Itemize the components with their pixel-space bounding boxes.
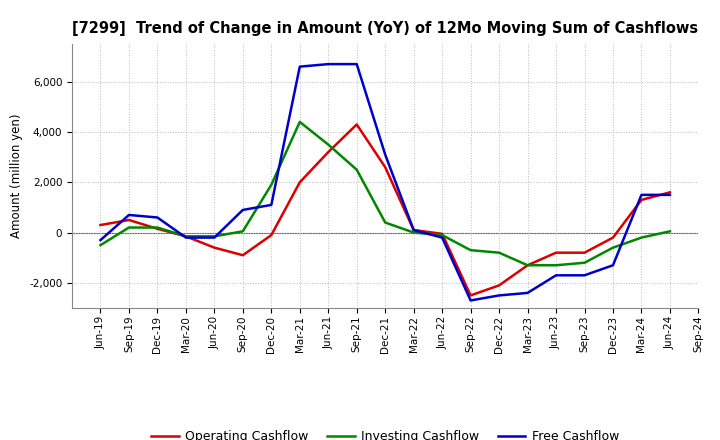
Investing Cashflow [210,234,219,239]
Operating Cashflow [523,263,532,268]
Operating Cashflow [125,217,133,223]
Investing Cashflow [410,230,418,235]
Investing Cashflow [381,220,390,225]
Investing Cashflow [608,245,617,250]
Investing Cashflow [495,250,503,255]
Operating Cashflow [324,150,333,155]
Operating Cashflow [181,234,190,239]
Investing Cashflow [96,242,105,248]
Legend: Operating Cashflow, Investing Cashflow, Free Cashflow: Operating Cashflow, Investing Cashflow, … [146,425,624,440]
Free Cashflow [96,238,105,243]
Free Cashflow [352,62,361,67]
Free Cashflow [665,192,674,198]
Free Cashflow [467,298,475,303]
Free Cashflow [210,235,219,240]
Investing Cashflow [637,235,646,240]
Operating Cashflow [665,190,674,195]
Operating Cashflow [438,231,446,236]
Operating Cashflow [410,227,418,233]
Title: [7299]  Trend of Change in Amount (YoY) of 12Mo Moving Sum of Cashflows: [7299] Trend of Change in Amount (YoY) o… [72,21,698,36]
Free Cashflow [125,213,133,218]
Line: Investing Cashflow: Investing Cashflow [101,122,670,265]
Free Cashflow [153,215,162,220]
Operating Cashflow [238,253,247,258]
Investing Cashflow [125,225,133,230]
Free Cashflow [495,293,503,298]
Free Cashflow [438,235,446,240]
Investing Cashflow [153,225,162,230]
Free Cashflow [324,62,333,67]
Investing Cashflow [665,229,674,234]
Y-axis label: Amount (million yen): Amount (million yen) [11,114,24,238]
Operating Cashflow [153,226,162,231]
Investing Cashflow [267,182,276,187]
Free Cashflow [608,263,617,268]
Investing Cashflow [580,260,589,265]
Operating Cashflow [210,245,219,250]
Free Cashflow [238,207,247,213]
Operating Cashflow [295,180,304,185]
Operating Cashflow [637,197,646,202]
Operating Cashflow [96,222,105,227]
Free Cashflow [267,202,276,208]
Operating Cashflow [467,293,475,298]
Investing Cashflow [467,248,475,253]
Investing Cashflow [181,234,190,239]
Operating Cashflow [580,250,589,255]
Free Cashflow [637,192,646,198]
Operating Cashflow [352,122,361,127]
Line: Operating Cashflow: Operating Cashflow [101,125,670,295]
Free Cashflow [552,273,560,278]
Operating Cashflow [495,283,503,288]
Operating Cashflow [552,250,560,255]
Investing Cashflow [295,119,304,125]
Free Cashflow [523,290,532,296]
Operating Cashflow [381,165,390,170]
Investing Cashflow [238,229,247,234]
Free Cashflow [295,64,304,69]
Free Cashflow [381,152,390,157]
Free Cashflow [181,235,190,240]
Investing Cashflow [324,142,333,147]
Free Cashflow [410,227,418,233]
Investing Cashflow [523,263,532,268]
Investing Cashflow [352,167,361,172]
Operating Cashflow [608,235,617,240]
Line: Free Cashflow: Free Cashflow [101,64,670,301]
Free Cashflow [580,273,589,278]
Operating Cashflow [267,232,276,238]
Investing Cashflow [552,263,560,268]
Investing Cashflow [438,232,446,238]
